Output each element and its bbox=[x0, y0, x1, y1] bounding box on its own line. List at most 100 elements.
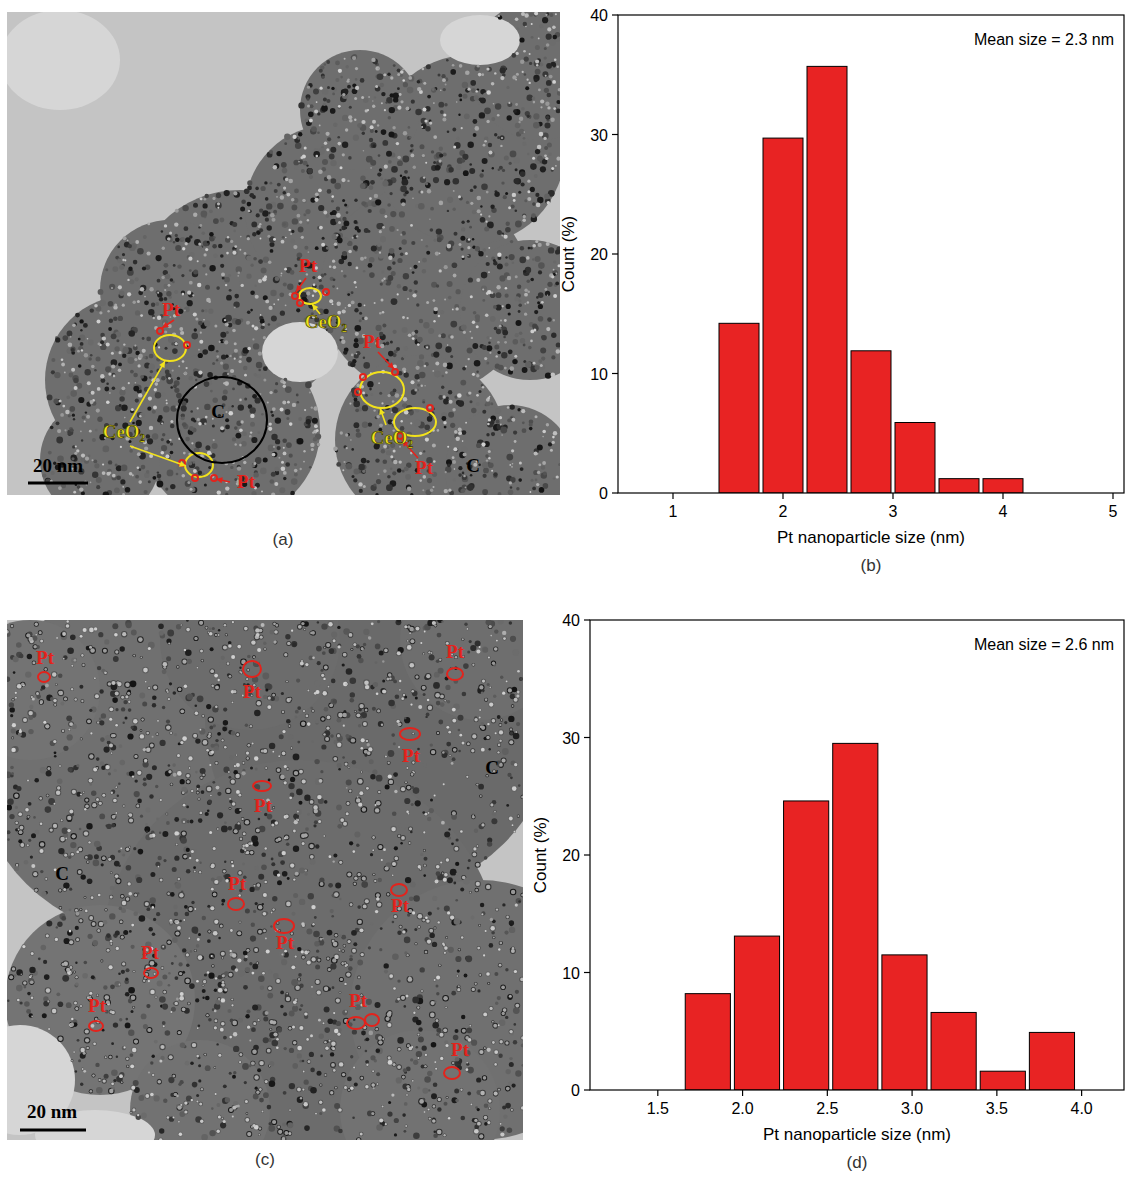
texture-dot bbox=[491, 432, 495, 436]
texture-dot bbox=[386, 342, 390, 346]
texture-dot bbox=[247, 202, 252, 207]
texture-dot bbox=[470, 80, 476, 86]
texture-dot bbox=[322, 237, 325, 240]
texture-dot bbox=[511, 449, 514, 452]
texture-dot bbox=[486, 336, 489, 339]
texture-dot bbox=[120, 479, 125, 484]
texture-dot bbox=[69, 373, 74, 378]
texture-dot bbox=[470, 400, 473, 403]
texture-dot bbox=[252, 232, 256, 236]
texture-dot bbox=[106, 383, 109, 386]
texture-dot bbox=[493, 472, 498, 477]
texture-dot bbox=[220, 218, 225, 223]
texture-dot bbox=[498, 365, 504, 371]
texture-dot bbox=[346, 65, 349, 68]
texture-dot bbox=[378, 473, 380, 475]
texture-dot bbox=[275, 417, 281, 423]
texture-dot bbox=[376, 223, 382, 229]
texture-dot bbox=[453, 208, 456, 211]
texture-dot bbox=[525, 86, 529, 90]
texture-dot bbox=[271, 472, 276, 477]
texture-dot bbox=[528, 346, 532, 350]
texture-dot bbox=[48, 451, 52, 455]
texture-dot bbox=[419, 319, 423, 323]
texture-dot bbox=[500, 427, 507, 434]
texture-dot bbox=[116, 476, 121, 481]
texture-dot bbox=[309, 175, 313, 179]
texture-dot bbox=[505, 227, 511, 233]
texture-dot bbox=[390, 468, 393, 471]
texture-dot bbox=[165, 488, 168, 491]
texture-dot bbox=[291, 230, 294, 233]
texture-dot bbox=[109, 392, 111, 394]
texture-dot bbox=[127, 279, 129, 281]
texture-dot bbox=[90, 354, 93, 357]
texture-dot bbox=[520, 246, 524, 250]
texture-dot bbox=[172, 348, 178, 354]
texture-dot bbox=[356, 267, 359, 270]
texture-dot bbox=[193, 203, 198, 208]
texture-dot bbox=[327, 86, 330, 89]
texture-dot bbox=[351, 301, 355, 305]
texture-dot bbox=[305, 382, 312, 389]
texture-dot bbox=[291, 198, 295, 202]
texture-dot bbox=[530, 278, 534, 282]
texture-dot bbox=[161, 376, 165, 380]
texture-dot bbox=[175, 245, 181, 251]
texture-dot bbox=[107, 310, 109, 312]
texture-dot bbox=[146, 337, 151, 342]
texture-dot bbox=[135, 310, 140, 315]
texture-dot bbox=[364, 256, 367, 259]
texture-dot bbox=[375, 85, 378, 88]
texture-dot bbox=[337, 238, 343, 244]
texture-dot bbox=[532, 487, 536, 491]
texture-dot bbox=[225, 418, 229, 422]
texture-dot bbox=[213, 236, 215, 238]
texture-dot bbox=[488, 462, 494, 468]
texture-dot bbox=[545, 372, 551, 378]
texture-dot bbox=[293, 135, 297, 139]
texture-dot bbox=[555, 165, 557, 167]
texture-dot bbox=[234, 426, 238, 430]
texture-dot bbox=[505, 256, 507, 258]
texture-dot bbox=[440, 310, 444, 314]
texture-dot bbox=[380, 83, 385, 88]
texture-dot bbox=[448, 296, 452, 300]
texture-dot bbox=[420, 191, 423, 194]
texture-dot bbox=[453, 178, 460, 185]
texture-dot bbox=[481, 272, 488, 279]
texture-dot bbox=[452, 460, 456, 464]
texture-dot bbox=[333, 266, 336, 269]
texture-dot bbox=[265, 300, 269, 304]
texture-dot bbox=[546, 80, 552, 86]
texture-dot bbox=[479, 390, 482, 393]
texture-dot bbox=[271, 414, 274, 417]
texture-dot bbox=[133, 386, 139, 392]
texture-dot bbox=[515, 210, 518, 213]
texture-dot bbox=[420, 144, 425, 149]
texture-dot bbox=[485, 401, 490, 406]
texture-dot bbox=[368, 209, 372, 213]
texture-dot bbox=[118, 368, 122, 372]
texture-dot bbox=[365, 394, 368, 397]
texture-dot bbox=[473, 185, 477, 189]
texture-dot bbox=[407, 87, 414, 94]
texture-dot bbox=[162, 433, 165, 436]
texture-dot bbox=[192, 461, 195, 464]
texture-dot bbox=[285, 462, 290, 467]
texture-dot bbox=[283, 477, 286, 480]
texture-dot bbox=[535, 415, 538, 418]
texture-dot bbox=[290, 491, 295, 496]
texture-dot bbox=[327, 189, 332, 194]
texture-dot bbox=[351, 291, 354, 294]
texture-dot bbox=[465, 366, 467, 368]
texture-dot bbox=[442, 375, 445, 378]
texture-dot bbox=[385, 101, 387, 103]
texture-dot bbox=[472, 210, 476, 214]
texture-dot bbox=[425, 162, 427, 164]
texture-dot bbox=[73, 378, 78, 383]
texture-dot bbox=[121, 465, 128, 472]
texture-dot bbox=[184, 371, 188, 375]
texture-dot bbox=[377, 173, 381, 177]
texture-dot bbox=[513, 157, 519, 163]
